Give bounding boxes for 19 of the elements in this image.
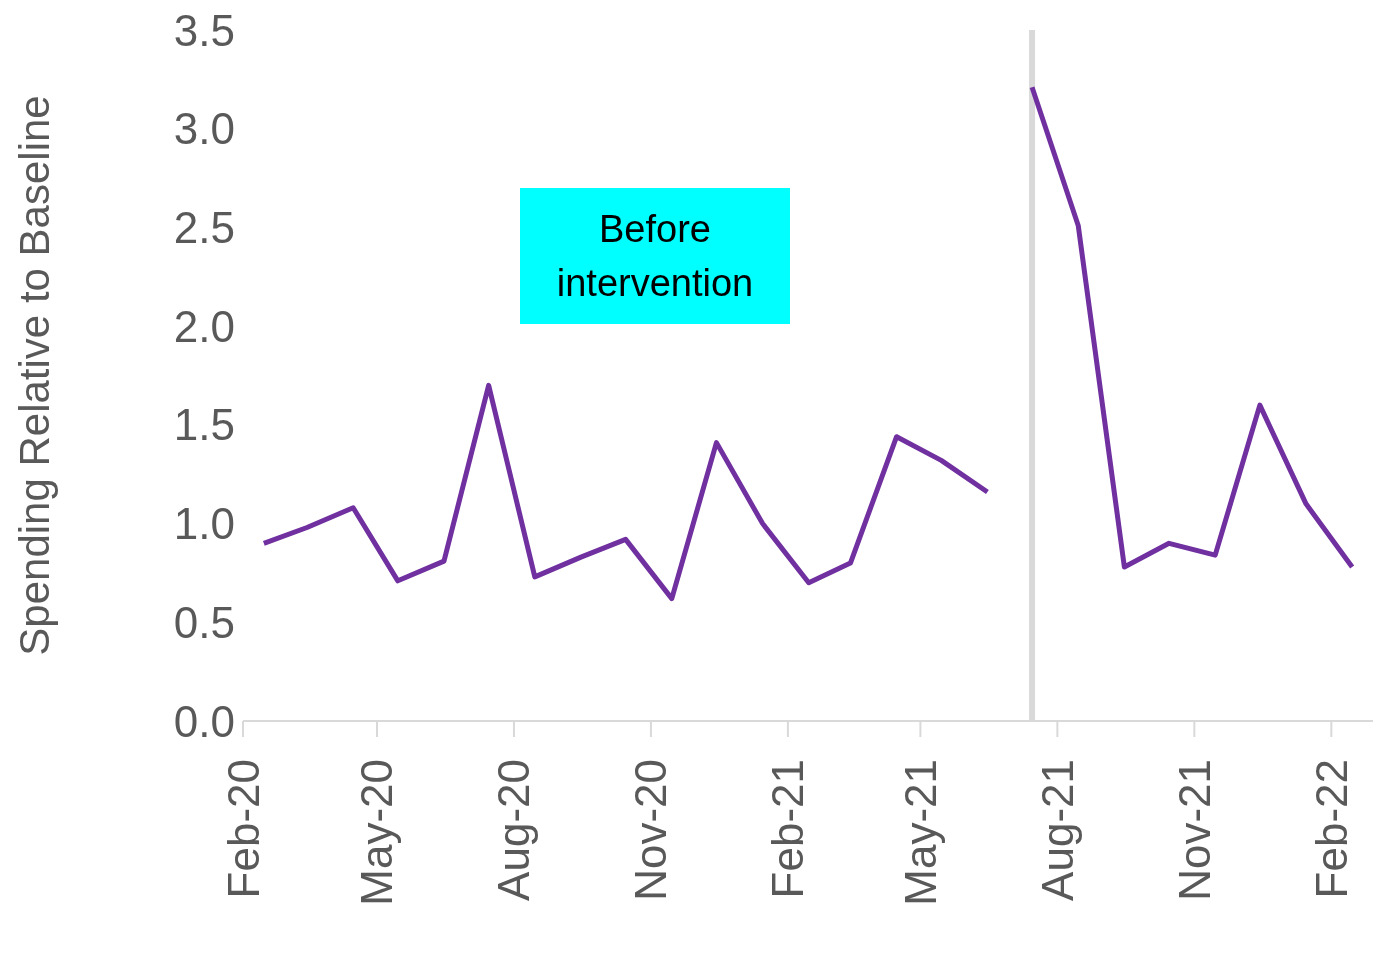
y-tick-label: 3.5 [173,5,235,55]
x-tick-label: Nov-20 [626,759,676,901]
x-tick-label: May-20 [352,759,402,906]
x-tick-label: Nov-21 [1169,759,1219,901]
x-tick-label: May-21 [895,759,945,906]
x-tick-label: Feb-20 [218,759,268,899]
annotation: Before intervention [520,188,790,324]
x-tick-label: Aug-21 [1032,759,1082,901]
x-tick-label: Feb-21 [763,759,813,899]
y-tick-label: 0.5 [173,597,235,647]
y-tick-label: 1.5 [173,400,235,450]
y-axis-title: Spending Relative to Baseline [10,95,58,656]
y-tick-label: 3.0 [173,104,235,154]
y-tick-label: 0.0 [173,696,235,746]
y-tick-label: 2.0 [173,301,235,351]
x-tick-label: Aug-20 [489,759,539,901]
y-tick-label: 1.0 [173,499,235,549]
y-tick-label: 2.5 [173,203,235,253]
x-tick-label: Feb-22 [1306,759,1356,899]
